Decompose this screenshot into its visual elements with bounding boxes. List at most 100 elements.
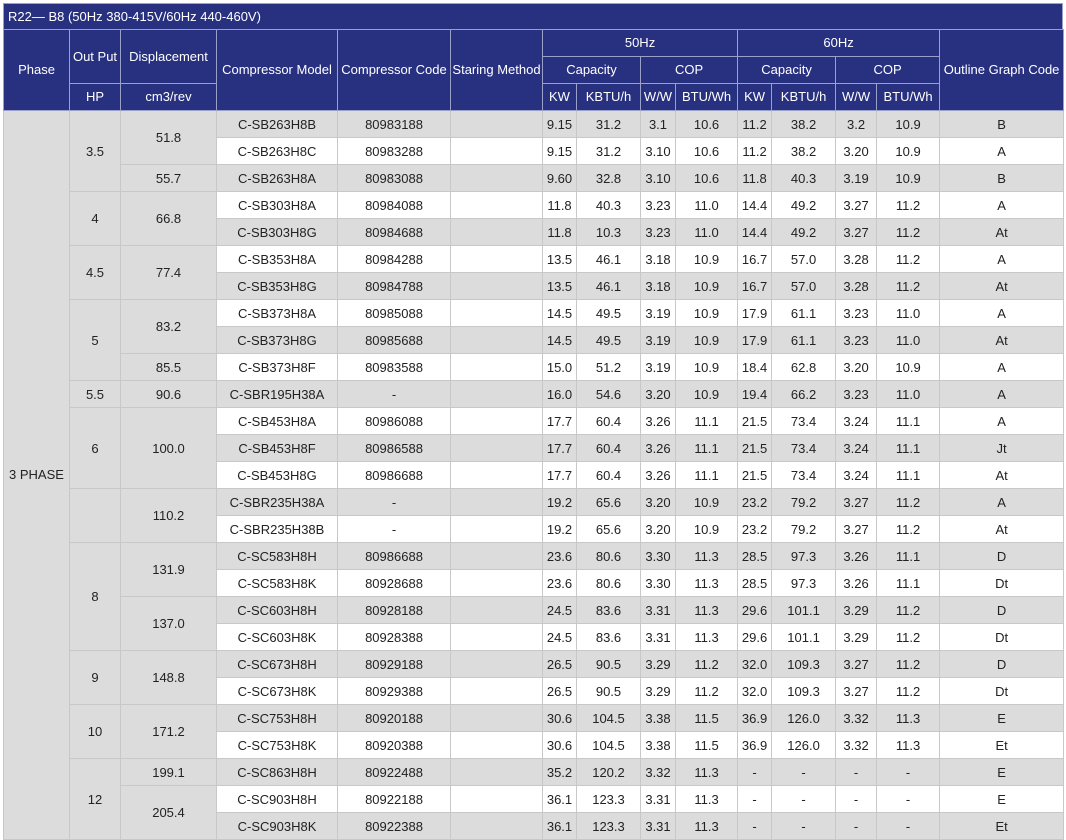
kbtuh-60hz-cell: 73.4: [771, 407, 837, 435]
ww-60hz-cell: 3.29: [835, 596, 878, 624]
ww-50hz-cell: 3.38: [640, 704, 676, 732]
kw-50hz-cell: 13.5: [542, 245, 577, 273]
compressor-code-cell: 80929188: [337, 650, 451, 678]
table-row: 12 199.1 C-SC863H8H 80922488 35.2 120.2 3.32 11…: [4, 758, 1065, 840]
displacement-cell: 55.7: [120, 164, 217, 192]
kw-50hz-cell: 17.7: [542, 434, 577, 462]
outline-code-cell: Jt: [939, 434, 1065, 462]
displacement-cell: 90.6: [120, 380, 217, 408]
ww-60hz-cell: 3.29: [835, 623, 878, 651]
compressor-model-cell: C-SC753H8K: [216, 731, 338, 759]
kbtuh-50hz-cell: 60.4: [576, 407, 641, 435]
kbtuh-50hz-cell: 46.1: [576, 245, 641, 273]
starting-method-cell: [450, 623, 543, 651]
kbtuh-60hz-cell: -: [771, 758, 837, 786]
ww-50hz-cell: 3.38: [640, 731, 676, 759]
btuwh-60hz-cell: 11.1: [876, 542, 941, 570]
starting-method-cell: [450, 353, 543, 381]
kbtuh-60hz-cell: 38.2: [771, 137, 837, 165]
outline-code-cell: D: [939, 596, 1065, 624]
header-starting-method: Staring Method: [450, 29, 543, 111]
btuwh-50hz-cell: 11.3: [674, 785, 739, 813]
compressor-model-cell: C-SC583H8H: [216, 542, 338, 570]
ww-60hz-cell: 3.2: [835, 110, 878, 138]
ww-50hz-cell: 3.20: [640, 488, 676, 516]
table-row: C-SC673H8K 80929388 26.5 90.5 3.29 11.2 32.0 10…: [4, 677, 1065, 705]
btuwh-50hz-cell: 10.9: [674, 245, 739, 273]
compressor-code-cell: 80986588: [337, 434, 451, 462]
kbtuh-50hz-cell: 123.3: [576, 785, 641, 813]
table-row: C-SB353H8G 80984788 13.5 46.1 3.18 10.9 16.7 57…: [4, 272, 1065, 300]
ww-50hz-cell: 3.31: [640, 623, 676, 651]
table-title: R22— B8 (50Hz 380-415V/60Hz 440-460V): [3, 3, 1063, 29]
btuwh-60hz-cell: 10.9: [876, 110, 941, 138]
kw-50hz-cell: 30.6: [542, 731, 577, 759]
compressor-model-cell: C-SB303H8G: [216, 218, 338, 246]
btuwh-50hz-cell: 11.5: [674, 704, 739, 732]
hp-cell: 4: [69, 191, 121, 246]
starting-method-cell: [450, 677, 543, 705]
starting-method-cell: [450, 569, 543, 597]
outline-code-cell: At: [939, 461, 1065, 489]
header-50hz: 50Hz: [541, 29, 739, 57]
btuwh-50hz-cell: 10.9: [674, 515, 739, 543]
compressor-code-cell: 80920388: [337, 731, 451, 759]
starting-method-cell: [450, 326, 543, 354]
btuwh-50hz-cell: 10.9: [674, 299, 739, 327]
kw-60hz-cell: 28.5: [737, 542, 773, 570]
ww-60hz-cell: 3.27: [835, 677, 878, 705]
kbtuh-50hz-cell: 83.6: [576, 623, 641, 651]
header-60hz-btuwh: BTU/Wh: [876, 83, 941, 111]
kw-60hz-cell: 11.2: [737, 110, 773, 138]
btuwh-50hz-cell: 10.9: [674, 326, 739, 354]
hp-cell: [69, 488, 121, 543]
kw-60hz-cell: 18.4: [737, 353, 773, 381]
compressor-model-cell: C-SB353H8G: [216, 272, 338, 300]
outline-code-cell: At: [939, 326, 1065, 354]
kw-60hz-cell: -: [737, 812, 773, 840]
ww-50hz-cell: 3.18: [640, 245, 676, 273]
kw-60hz-cell: 32.0: [737, 677, 773, 705]
hp-cell: 8: [69, 542, 121, 651]
compressor-code-cell: 80983588: [337, 353, 451, 381]
kw-60hz-cell: -: [737, 758, 773, 786]
kbtuh-60hz-cell: 97.3: [771, 569, 837, 597]
kw-60hz-cell: -: [737, 785, 773, 813]
kbtuh-50hz-cell: 10.3: [576, 218, 641, 246]
table-body: 3 PHASE 3.5 51.8 C-SB263H8B 80983188 9.15 31.2…: [3, 110, 1065, 840]
btuwh-60hz-cell: 10.9: [876, 353, 941, 381]
kw-60hz-cell: 17.9: [737, 299, 773, 327]
compressor-model-cell: C-SC673H8H: [216, 650, 338, 678]
kbtuh-60hz-cell: 73.4: [771, 434, 837, 462]
displacement-cell: 137.0: [120, 596, 217, 651]
compressor-code-cell: 80928388: [337, 623, 451, 651]
phase-cell: 3 PHASE: [3, 110, 70, 840]
outline-code-cell: A: [939, 245, 1065, 273]
btuwh-60hz-cell: 11.3: [876, 704, 941, 732]
kbtuh-50hz-cell: 90.5: [576, 677, 641, 705]
kw-50hz-cell: 14.5: [542, 326, 577, 354]
btuwh-60hz-cell: 11.2: [876, 650, 941, 678]
ww-50hz-cell: 3.19: [640, 353, 676, 381]
ww-50hz-cell: 3.31: [640, 812, 676, 840]
kbtuh-50hz-cell: 123.3: [576, 812, 641, 840]
outline-code-cell: A: [939, 299, 1065, 327]
hp-cell: 10: [69, 704, 121, 759]
outline-code-cell: Dt: [939, 623, 1065, 651]
kw-50hz-cell: 17.7: [542, 407, 577, 435]
compressor-code-cell: -: [337, 488, 451, 516]
ww-50hz-cell: 3.19: [640, 299, 676, 327]
btuwh-60hz-cell: 11.2: [876, 623, 941, 651]
ww-50hz-cell: 3.20: [640, 380, 676, 408]
header-outline-graph-code: Outline Graph Code: [939, 29, 1065, 111]
kbtuh-60hz-cell: 109.3: [771, 650, 837, 678]
btuwh-60hz-cell: 11.2: [876, 191, 941, 219]
outline-code-cell: At: [939, 272, 1065, 300]
kbtuh-60hz-cell: 57.0: [771, 245, 837, 273]
ww-60hz-cell: -: [835, 785, 878, 813]
btuwh-60hz-cell: 11.1: [876, 461, 941, 489]
starting-method-cell: [450, 731, 543, 759]
kbtuh-60hz-cell: 61.1: [771, 326, 837, 354]
kbtuh-50hz-cell: 49.5: [576, 299, 641, 327]
compressor-code-cell: 80986688: [337, 542, 451, 570]
